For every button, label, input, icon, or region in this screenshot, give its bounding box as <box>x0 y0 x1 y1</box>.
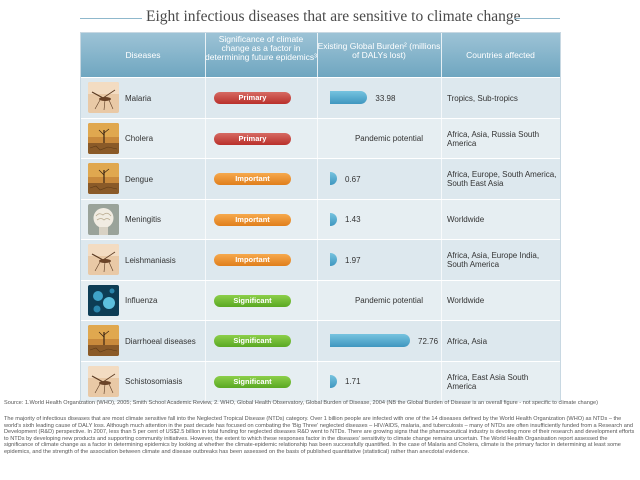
column-divider <box>205 361 206 402</box>
column-divider <box>317 78 318 118</box>
dry-land-icon <box>88 163 119 194</box>
countries-affected: Africa, Asia, Europe India, South Americ… <box>447 251 540 269</box>
title-block: Eight infectious diseases that are sensi… <box>80 8 560 30</box>
header-countries: Countries affected <box>466 49 535 60</box>
brain-icon <box>88 203 119 235</box>
table-row: Malaria Primary 33.98 Tropics, Sub-tropi… <box>81 77 560 118</box>
mosquito-icon <box>88 244 119 275</box>
significance-badge: Significant <box>214 294 291 307</box>
column-divider <box>317 280 318 321</box>
header-divider <box>317 33 318 77</box>
burden-value: 1.43 <box>345 215 361 224</box>
column-divider <box>317 118 318 159</box>
table-row: Schistosomiasis Significant 1.71 Africa,… <box>81 360 560 402</box>
significance-badge: Significant <box>214 335 291 347</box>
table-row: Diarrhoeal diseases Significant 72.76 Af… <box>81 320 560 361</box>
column-divider <box>317 361 318 402</box>
disease-name: Diarrhoeal diseases <box>125 336 196 346</box>
header-diseases: Diseases <box>125 49 161 60</box>
significance-badge: Primary <box>214 132 291 145</box>
burden-bar <box>330 212 337 226</box>
column-divider <box>441 78 442 118</box>
disease-name: Dengue <box>125 174 154 184</box>
column-divider <box>205 280 206 321</box>
burden-bar <box>330 91 368 104</box>
column-divider <box>205 199 206 240</box>
column-divider <box>317 321 318 361</box>
disease-table: Diseases Significance of climate change … <box>80 32 561 402</box>
column-divider <box>441 321 442 361</box>
column-divider <box>205 118 206 159</box>
burden-note: Pandemic potential <box>354 134 424 143</box>
burden-value: 0.67 <box>345 174 361 184</box>
column-divider <box>205 159 206 199</box>
table-row: Meningitis Important 1.43 Worldwide <box>81 198 560 240</box>
burden-value: 72.76 <box>418 336 439 346</box>
burden-bar <box>330 334 411 347</box>
mosquito-icon <box>88 82 119 113</box>
column-divider <box>317 240 318 280</box>
mosquito-icon <box>88 365 119 397</box>
burden-value: 33.98 <box>375 93 396 103</box>
burden-bar <box>330 172 337 185</box>
page-title: Eight infectious diseases that are sensi… <box>146 8 521 25</box>
disease-name: Schistosomiasis <box>125 377 183 386</box>
burden-bar <box>330 253 337 266</box>
header-divider <box>441 33 442 77</box>
significance-badge: Primary <box>214 92 291 104</box>
column-divider <box>441 199 442 240</box>
column-divider <box>317 159 318 199</box>
countries-affected: Africa, East Asia South America <box>447 372 529 391</box>
dry-land-icon <box>88 325 119 356</box>
countries-affected: Tropics, Sub-tropics <box>447 93 518 103</box>
column-divider <box>205 321 206 361</box>
column-divider <box>441 240 442 280</box>
disease-name: Influenza <box>125 296 158 305</box>
explanatory-note: The majority of infectious diseases that… <box>4 416 635 455</box>
title-rule-right <box>514 18 560 19</box>
countries-affected: Africa, Europe, South America, South Eas… <box>447 170 557 188</box>
burden-value: 1.71 <box>345 377 361 386</box>
header-burden: Existing Global Burden² (millions of DAL… <box>317 41 441 60</box>
significance-badge: Significant <box>214 375 291 388</box>
significance-badge: Important <box>214 173 291 185</box>
countries-affected: Worldwide <box>447 296 485 305</box>
disease-name: Meningitis <box>125 215 162 224</box>
disease-name: Leishmaniasis <box>125 255 176 265</box>
column-divider <box>205 240 206 280</box>
burden-value: 1.97 <box>345 255 361 265</box>
table-row: Cholera Primary Pandemic potential Afric… <box>81 117 560 159</box>
dry-land-icon <box>88 122 119 154</box>
column-divider <box>317 199 318 240</box>
disease-name: Malaria <box>125 93 152 103</box>
title-rule-left <box>80 18 142 19</box>
column-divider <box>441 118 442 159</box>
header-divider <box>205 33 206 77</box>
table-header: Diseases Significance of climate change … <box>81 33 560 77</box>
burden-bar <box>330 374 337 388</box>
burden-note: Pandemic potential <box>354 296 424 305</box>
countries-affected: Worldwide <box>447 215 485 224</box>
disease-name: Cholera <box>125 134 154 143</box>
significance-badge: Important <box>214 213 291 226</box>
column-divider <box>441 159 442 199</box>
significance-badge: Important <box>214 254 291 266</box>
source-note: Source: 1.World Health Organization (WHO… <box>4 400 598 406</box>
virus-icon <box>88 284 119 316</box>
table-row: Leishmaniasis Important 1.97 Africa, Asi… <box>81 239 560 280</box>
countries-affected: Africa, Asia, Russia South America <box>447 129 540 148</box>
table-row: Influenza Significant Pandemic potential… <box>81 279 560 321</box>
column-divider <box>441 280 442 321</box>
column-divider <box>205 78 206 118</box>
column-divider <box>441 361 442 402</box>
countries-affected: Africa, Asia <box>447 336 488 346</box>
header-significance: Significance of climate change as a fact… <box>205 34 317 62</box>
table-row: Dengue Important 0.67 Africa, Europe, So… <box>81 158 560 199</box>
